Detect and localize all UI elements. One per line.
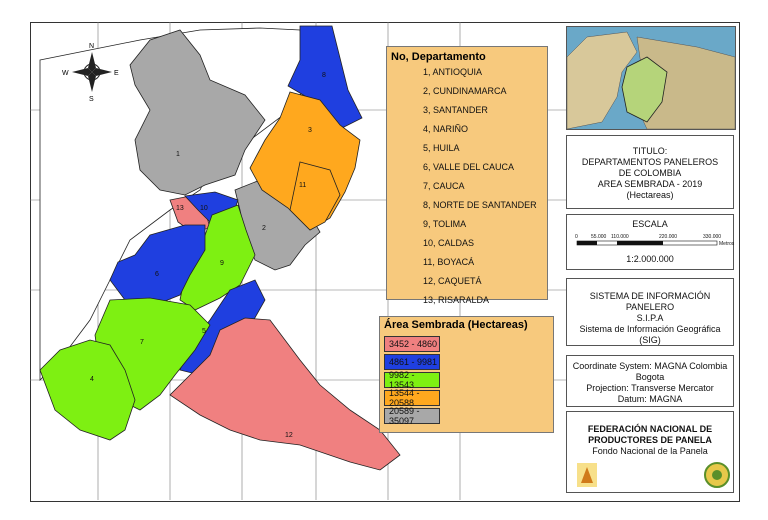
legend-item-11: 11, BOYACÁ: [423, 257, 475, 267]
coords-line-2: Bogota: [635, 372, 665, 382]
area-class-1: 3452 - 4860: [384, 336, 440, 352]
map-label-10: 10: [200, 205, 208, 212]
title-line-2: DEPARTAMENTOS PANELEROS: [581, 157, 719, 167]
sipa-line-3: S.I.P.A: [636, 313, 664, 323]
federation-panel: FEDERACIÓN NACIONAL DE PRODUCTORES DE PA…: [566, 411, 734, 493]
map-label-8: 8: [322, 72, 326, 79]
coords-line-4: Datum: MAGNA: [617, 394, 683, 404]
map-label-12: 12: [285, 432, 293, 439]
scale-ratio: 1:2.000.000: [626, 254, 674, 264]
title-line-4: AREA SEMBRADA - 2019: [597, 179, 703, 189]
inset-colombia: [621, 56, 668, 123]
scale-tick-0: 0: [575, 234, 578, 240]
fedepanela-logo-icon: [577, 463, 597, 487]
legend-item-6: 6, VALLE DEL CAUCA: [423, 162, 515, 172]
compass-n: N: [89, 43, 94, 50]
legend-item-7: 7, CAUCA: [423, 181, 465, 191]
map-label-1: 1: [176, 151, 180, 158]
coords-line-1: Coordinate System: MAGNA Colombia: [572, 361, 728, 371]
map-label-4: 4: [90, 376, 94, 383]
map-label-2: 2: [262, 225, 266, 232]
scale-tick-4: 330.000: [703, 234, 721, 240]
title-line-1: TITULO:: [632, 146, 668, 156]
sipa-panel: SISTEMA DE INFORMACIÓN PANELERO S.I.P.A …: [566, 278, 734, 346]
legend-item-10: 10, CALDAS: [423, 238, 475, 248]
compass-e: E: [114, 70, 119, 77]
compass-w: W: [62, 70, 69, 77]
legend-item-4: 4, NARIÑO: [423, 124, 469, 134]
area-class-3: 9982 - 13543: [384, 370, 440, 390]
scale-panel: ESCALA 0 55.000 110.000 220.000 330.000 …: [566, 214, 735, 270]
inset-land-west: [567, 31, 638, 129]
legend-item-5: 5, HUILA: [423, 143, 460, 153]
sipa-line-1: SISTEMA DE INFORMACIÓN: [589, 291, 711, 301]
legend-item-13: 13, RISARALDA: [423, 295, 490, 305]
scale-bar: 0 55.000 110.000 220.000 330.000 Metros: [575, 234, 735, 247]
department-legend: No, Departamento 1, ANTIOQUIA 2, CUNDINA…: [386, 46, 548, 305]
map-label-11: 11: [299, 182, 306, 189]
coords-panel: Coordinate System: MAGNA Colombia Bogota…: [566, 355, 734, 407]
compass-rose-icon: N S E W: [62, 43, 119, 103]
area-legend-title: Área Sembrada (Hectareas): [384, 319, 528, 331]
area-class-2: 4861 - 9981: [384, 354, 440, 370]
compass-s: S: [89, 96, 94, 103]
area-class-5: 20589 - 35097: [384, 406, 440, 426]
sipa-line-5: (SIG): [639, 335, 661, 345]
fed-line-3: Fondo Nacional de la Panela: [592, 446, 708, 456]
scale-tick-1: 55.000: [591, 234, 607, 240]
legend-item-2: 2, CUNDINAMARCA: [423, 86, 507, 96]
legend-item-1: 1, ANTIOQUIA: [423, 67, 483, 77]
dept-valle-del-cauca[interactable]: [109, 224, 206, 306]
coords-line-3: Projection: Transverse Mercator: [586, 383, 714, 393]
dept-boyaca[interactable]: [289, 161, 341, 231]
title-line-5: (Hectareas): [626, 190, 674, 200]
map-label-13: 13: [176, 205, 184, 212]
area-legend: Área Sembrada (Hectareas) 3452 - 4860 48…: [379, 316, 554, 433]
map-label-7: 7: [140, 339, 144, 346]
scale-tick-3: 220.000: [659, 234, 677, 240]
map-label-6: 6: [155, 271, 159, 278]
scale-title: ESCALA: [632, 219, 668, 229]
fed-line-2: PRODUCTORES DE PANELA: [588, 435, 712, 445]
scale-unit: Metros: [719, 241, 735, 247]
map-label-3: 3: [308, 127, 312, 134]
dept-antioquia[interactable]: [129, 29, 266, 196]
map-label-9: 9: [220, 260, 224, 267]
map-label-5: 5: [202, 328, 206, 335]
federation-logos: [577, 462, 730, 488]
title-line-3: DE COLOMBIA: [618, 168, 682, 178]
dept-caqueta[interactable]: [169, 317, 401, 471]
legend-item-3: 3, SANTANDER: [423, 105, 488, 115]
area-class-4: 13544 - 20588: [384, 388, 440, 408]
scale-tick-2: 110.000: [611, 234, 629, 240]
legend-item-12: 12, CAQUETÁ: [423, 276, 482, 286]
title-panel: TITULO: DEPARTAMENTOS PANELEROS DE COLOM…: [566, 135, 734, 209]
sipa-line-4: Sistema de Información Geográfica: [579, 324, 721, 334]
dept-narino[interactable]: [39, 339, 136, 441]
sipa-line-2: PANELERO: [625, 302, 675, 312]
department-legend-title: No, Departamento: [391, 51, 486, 63]
legend-item-9: 9, TOLIMA: [423, 219, 467, 229]
legend-item-8: 8, NORTE DE SANTANDER: [423, 200, 537, 210]
inset-map: [566, 26, 736, 130]
fondo-logo-icon: [704, 462, 730, 488]
fed-line-1: FEDERACIÓN NACIONAL DE: [587, 424, 713, 434]
